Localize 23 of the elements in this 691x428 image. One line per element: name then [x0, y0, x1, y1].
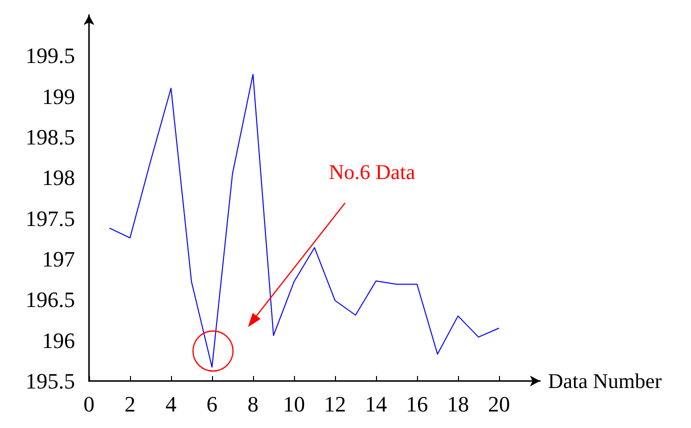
x-tick-label: 6: [206, 392, 218, 416]
y-tick-label: 198.5: [26, 124, 75, 150]
y-tick-label: 197: [42, 246, 75, 272]
y-tick-label: 197.5: [26, 206, 75, 231]
x-tick-label: 8: [248, 392, 258, 416]
y-tick-label: 198: [42, 165, 75, 190]
x-tick-label: 18: [447, 392, 469, 416]
x-tick-label: 10: [283, 392, 305, 416]
y-tick-label: 199: [42, 84, 75, 109]
x-tick-label: 20: [488, 392, 510, 416]
y-tick-label: 195.5: [26, 368, 75, 394]
y-tick-label: 196: [42, 328, 75, 353]
y-tick-label: 199.5: [26, 43, 75, 68]
x-tick-label: 16: [406, 392, 428, 416]
x-tick-label: 4: [166, 392, 176, 416]
y-tick-label: 196.5: [26, 287, 75, 312]
line-series: [109, 74, 500, 368]
x-tick-label: 14: [365, 392, 387, 416]
x-axis-title: Data Number: [548, 369, 662, 393]
x-tick-label: 12: [324, 392, 346, 416]
x-tick-label: 0: [84, 392, 94, 416]
x-tick-label: 2: [124, 392, 136, 416]
annotation: No.6 Data: [328, 160, 416, 184]
